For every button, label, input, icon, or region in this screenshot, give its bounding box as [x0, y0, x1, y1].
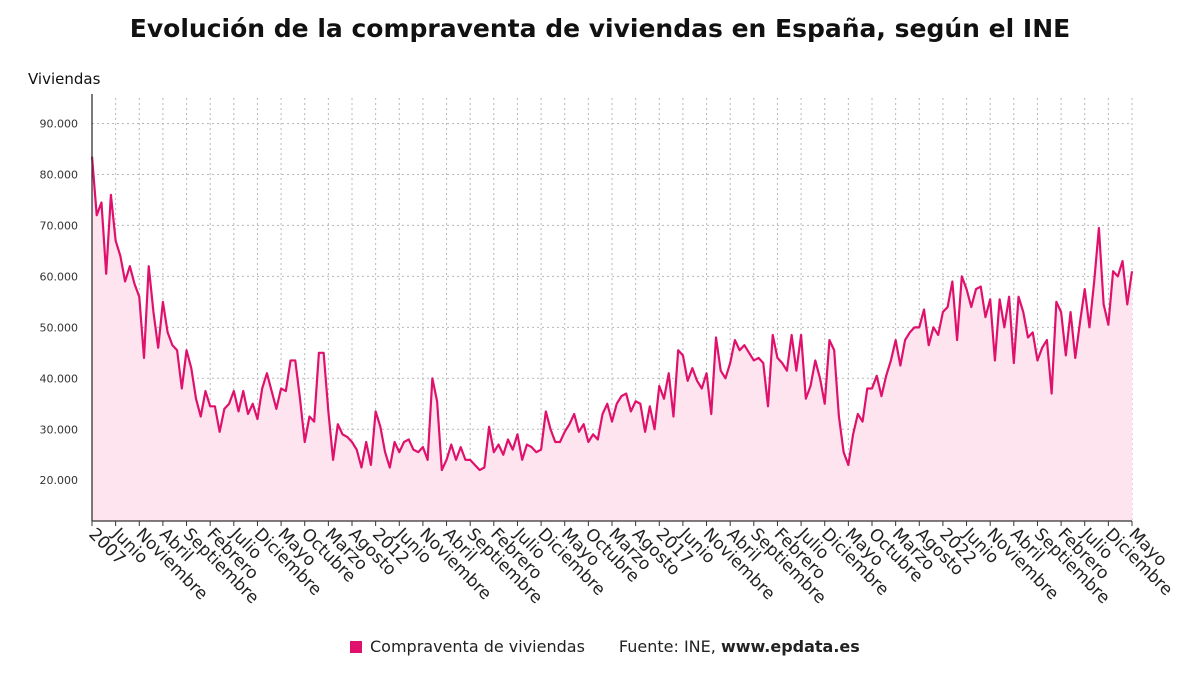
area-fill: [92, 156, 1132, 522]
y-tick-label: 50.000: [40, 321, 79, 334]
y-tick-label: 90.000: [40, 117, 79, 130]
y-tick-label: 30.000: [40, 423, 79, 436]
legend-label: Compraventa de viviendas: [370, 637, 585, 656]
source-note: Fuente: INE, www.epdata.es: [619, 637, 860, 656]
y-tick-label: 80.000: [40, 168, 79, 181]
y-tick-label: 70.000: [40, 219, 79, 232]
y-axis-title: Viviendas: [28, 70, 101, 88]
source-prefix: Fuente: INE,: [618, 637, 716, 656]
legend-swatch: [350, 640, 362, 653]
source-site: www.epdata.es: [720, 637, 860, 656]
y-tick-label: 40.000: [40, 372, 79, 385]
y-tick-label: 60.000: [40, 270, 79, 283]
y-tick-label: 20.000: [40, 474, 79, 487]
legend: Compraventa de viviendas Fuente: INE, ww…: [350, 637, 860, 656]
chart-title: Evolución de la compraventa de viviendas…: [129, 14, 1071, 43]
series-line: [90, 156, 1134, 472]
